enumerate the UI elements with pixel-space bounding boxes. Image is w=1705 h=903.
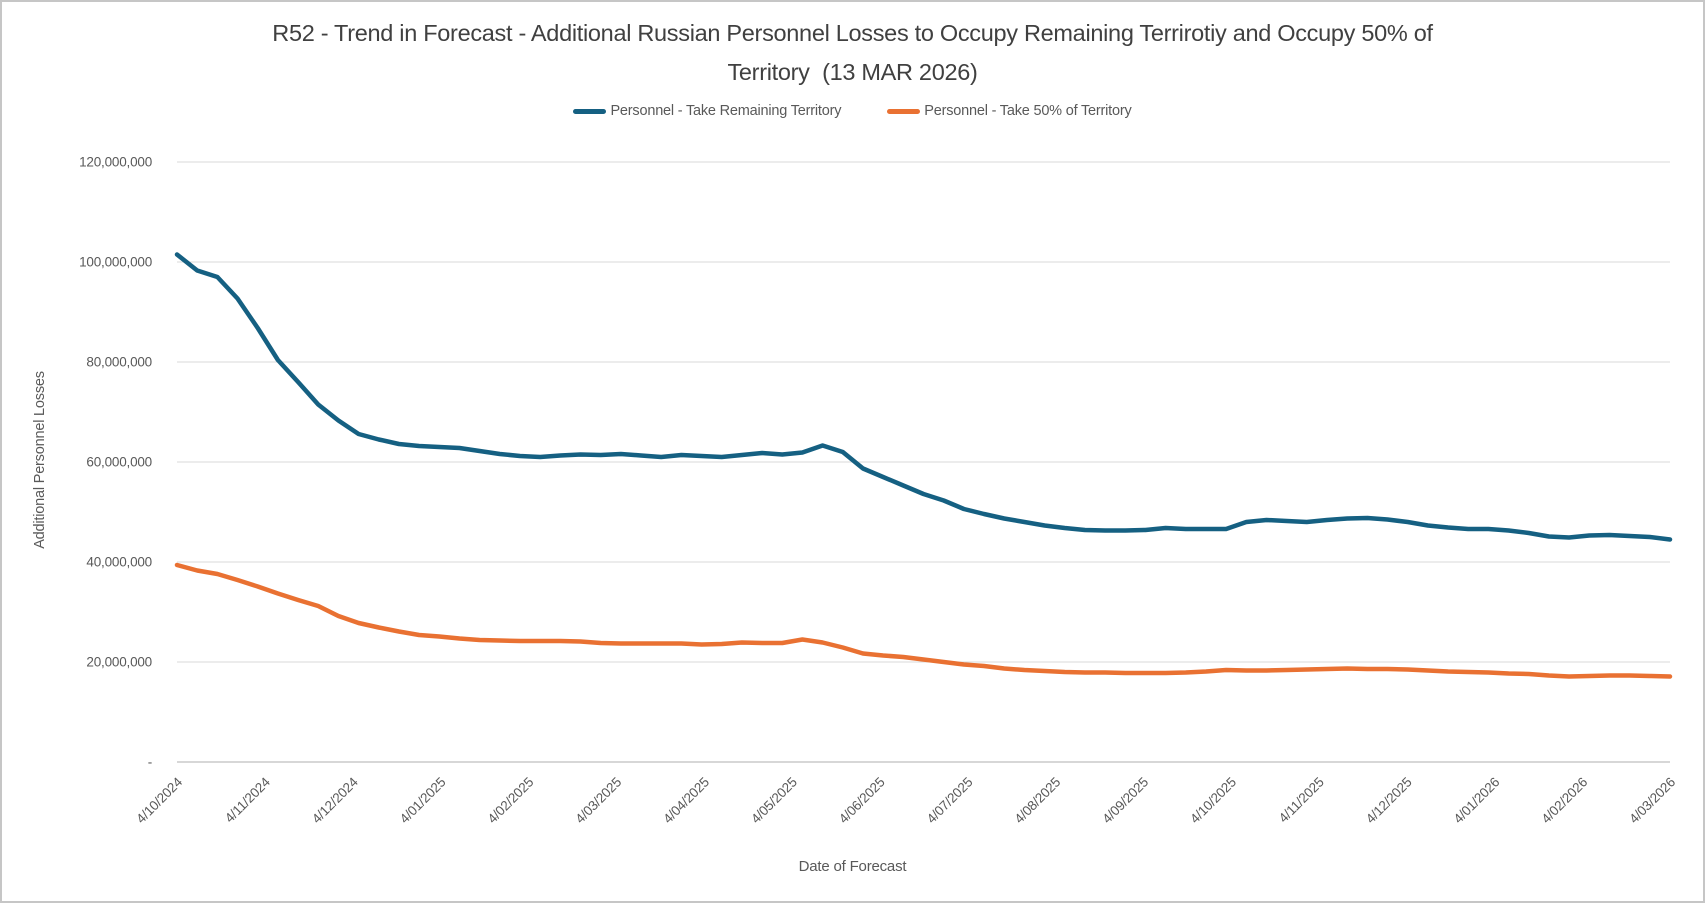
legend-line-swatch-orange (887, 108, 921, 114)
legend-item-take-50-percent-territory: Personnel - Take 50% of Territory (887, 103, 1132, 119)
x-tick-label: 4/10/2025 (1187, 775, 1239, 827)
chart-legend: Personnel - Take Remaining Territory Per… (2, 103, 1703, 119)
y-tick-label: 40,000,000 (86, 555, 152, 570)
y-tick-label: 100,000,000 (79, 255, 152, 270)
legend-item-take-remaining-territory: Personnel - Take Remaining Territory (573, 103, 841, 119)
x-tick-label: 4/01/2026 (1451, 775, 1503, 827)
x-tick-label: 4/05/2025 (748, 775, 800, 827)
y-tick-label: 60,000,000 (86, 455, 152, 470)
chart-title-line-2: Territory (13 MAR 2026) (727, 59, 978, 85)
x-tick-label: 4/03/2026 (1626, 775, 1678, 827)
x-tick-label: 4/03/2025 (572, 775, 624, 827)
y-axis-title: Additional Personnel Losses (32, 371, 48, 549)
legend-label: Personnel - Take 50% of Territory (924, 103, 1132, 119)
x-axis-title: Date of Forecast (798, 858, 907, 875)
y-tick-label: 20,000,000 (86, 655, 152, 670)
chart-title-line-1: R52 - Trend in Forecast - Additional Rus… (272, 20, 1433, 46)
series-line-0 (174, 252, 1673, 542)
y-tick-label: - (148, 755, 152, 770)
x-tick-label: 4/01/2025 (397, 775, 449, 827)
x-tick-label: 4/04/2025 (660, 775, 712, 827)
x-tick-label: 4/12/2025 (1363, 775, 1415, 827)
x-tick-label: 4/11/2024 (222, 774, 274, 826)
x-tick-label: 4/07/2025 (924, 775, 976, 827)
x-tick-label: 4/08/2025 (1012, 775, 1064, 827)
x-tick-label: 4/02/2025 (485, 775, 537, 827)
x-tick-label: 4/11/2025 (1276, 775, 1327, 826)
legend-line-swatch-blue (573, 108, 607, 114)
x-tick-label: 4/12/2024 (309, 774, 361, 826)
series-line-1 (174, 562, 1673, 679)
x-tick-label: 4/06/2025 (836, 775, 888, 827)
y-tick-label: 120,000,000 (79, 155, 152, 170)
x-tick-label: 4/10/2024 (133, 774, 185, 826)
x-tick-label: 4/02/2026 (1538, 775, 1590, 827)
y-tick-label: 80,000,000 (86, 355, 152, 370)
legend-label: Personnel - Take Remaining Territory (610, 103, 842, 119)
x-tick-label: 4/09/2025 (1099, 775, 1151, 827)
